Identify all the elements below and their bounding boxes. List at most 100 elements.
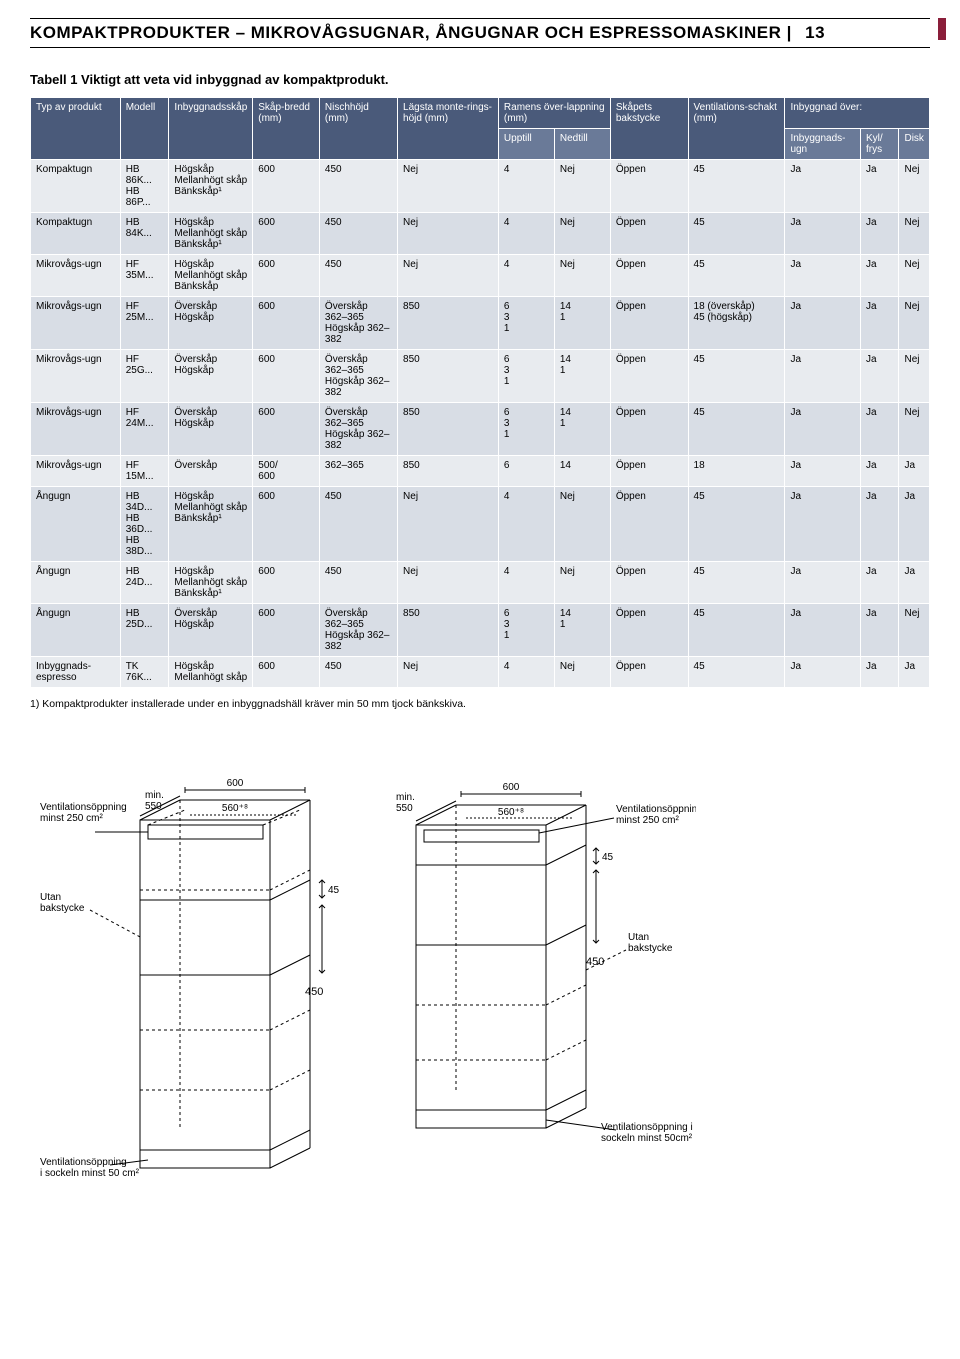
- table-cell: Nej: [554, 213, 610, 255]
- table-cell: Ja: [899, 657, 930, 688]
- d1-vent-bottom: Ventilationsöppningi sockeln minst 50 cm…: [40, 1157, 140, 1179]
- table-head: Typ av produktModellInbyggnadsskåpSkåp-b…: [31, 98, 930, 160]
- table-cell: Öppen: [610, 657, 688, 688]
- table-cell: Ja: [785, 657, 861, 688]
- table-cell: HF 24M...: [120, 403, 169, 456]
- table-cell: Ja: [785, 255, 861, 297]
- table-cell: Nej: [554, 255, 610, 297]
- table-cell: Ja: [899, 562, 930, 604]
- table-cell: 631: [498, 350, 554, 403]
- table-cell: Nej: [398, 487, 499, 562]
- table-cell: 450: [319, 160, 397, 213]
- d2-560: 560⁺⁸: [498, 807, 524, 818]
- table-cell: 600: [253, 403, 320, 456]
- table-cell: Öppen: [610, 487, 688, 562]
- table-cell: HögskåpMellanhögt skåp: [169, 657, 253, 688]
- diagrams-row: Ventilationsöppningminst 250 cm² Utanbak…: [30, 770, 930, 1193]
- table-cell: Ja: [861, 160, 899, 213]
- table-body: KompaktugnHB 86K...HB 86P...HögskåpMella…: [31, 160, 930, 688]
- table-cell: Nej: [554, 487, 610, 562]
- table-cell: 850: [398, 604, 499, 657]
- table-row: Inbyggnads-espressoTK 76K...HögskåpMella…: [31, 657, 930, 688]
- table-cell: 500/600: [253, 456, 320, 487]
- table-cell: Nej: [398, 562, 499, 604]
- table-row: ÅngugnHB 34D...HB 36D...HB 38D...Högskåp…: [31, 487, 930, 562]
- table-cell: TK 76K...: [120, 657, 169, 688]
- table-footnote: 1) Kompaktprodukter installerade under e…: [30, 698, 930, 710]
- table-cell: 14: [554, 456, 610, 487]
- table-cell: Öppen: [610, 403, 688, 456]
- table-cell: 850: [398, 350, 499, 403]
- table-cell: 600: [253, 604, 320, 657]
- d2-450: 450: [586, 956, 604, 968]
- table-cell: Ja: [861, 456, 899, 487]
- d1-45: 45: [328, 885, 340, 896]
- diagram-tall-cabinet: Ventilationsöppningminst 250 cm² Utanbak…: [40, 770, 340, 1193]
- d1-vent-top: Ventilationsöppningminst 250 cm²: [40, 802, 127, 824]
- table-cell: 600: [253, 160, 320, 213]
- table-cell: 45: [688, 657, 785, 688]
- d2-vent-top: Ventilationsöppningminst 250 cm²: [616, 804, 696, 826]
- table-cell: ÖverskåpHögskåp: [169, 604, 253, 657]
- d2-min550: min.550: [396, 792, 415, 814]
- table-cell: 141: [554, 403, 610, 456]
- table-cell: Ja: [785, 562, 861, 604]
- table-cell: Nej: [899, 350, 930, 403]
- table-cell: 6: [498, 456, 554, 487]
- table-cell: 362–365: [319, 456, 397, 487]
- table-cell: 141: [554, 604, 610, 657]
- table-cell: Ja: [861, 213, 899, 255]
- table-cell: Öppen: [610, 350, 688, 403]
- table-cell: Öppen: [610, 456, 688, 487]
- table-cell: HB 25D...: [120, 604, 169, 657]
- table-cell: HF 35M...: [120, 255, 169, 297]
- table-header-cell: Typ av produkt: [31, 98, 121, 160]
- table-cell: 600: [253, 562, 320, 604]
- table-cell: Nej: [554, 562, 610, 604]
- table-cell: 450: [319, 562, 397, 604]
- table-header-cell: Ramens över-lappning (mm): [498, 98, 610, 129]
- table-row: ÅngugnHB 24D...HögskåpMellanhögt skåpBän…: [31, 562, 930, 604]
- table-subheader-cell: Inbyggnads-ugn: [785, 129, 861, 160]
- d2-600: 600: [503, 782, 520, 793]
- table-cell: Ja: [785, 487, 861, 562]
- table-cell: 600: [253, 350, 320, 403]
- table-header-cell: Skåp-bredd (mm): [253, 98, 320, 160]
- table-row: Mikrovågs-ugnHF 25G...ÖverskåpHögskåp600…: [31, 350, 930, 403]
- table-cell: Ja: [785, 160, 861, 213]
- table-cell: HF 15M...: [120, 456, 169, 487]
- table-cell: Öppen: [610, 604, 688, 657]
- d2-45: 45: [602, 852, 614, 863]
- table-cell: 850: [398, 456, 499, 487]
- table-cell: Ja: [785, 213, 861, 255]
- table-cell: 4: [498, 562, 554, 604]
- table-cell: Nej: [899, 213, 930, 255]
- table-cell: Mikrovågs-ugn: [31, 350, 121, 403]
- table-cell: 45: [688, 213, 785, 255]
- table-cell: Ja: [785, 604, 861, 657]
- table-cell: 450: [319, 213, 397, 255]
- table-subheader-cell: Upptill: [498, 129, 554, 160]
- table-cell: Överskåp 362–365Högskåp 362–382: [319, 403, 397, 456]
- table-cell: Nej: [398, 160, 499, 213]
- table-cell: 18 (överskåp)45 (högskåp): [688, 297, 785, 350]
- table-cell: Nej: [899, 255, 930, 297]
- table-cell: Nej: [899, 604, 930, 657]
- header-title: KOMPAKTPRODUKTER – MIKROVÅGSUGNAR, ÅNGUG…: [30, 23, 781, 42]
- table-cell: 631: [498, 297, 554, 350]
- table-cell: Ångugn: [31, 604, 121, 657]
- table-cell: Mikrovågs-ugn: [31, 403, 121, 456]
- table-cell: Nej: [554, 657, 610, 688]
- table-cell: Överskåp 362–365Högskåp 362–382: [319, 604, 397, 657]
- table-cell: Ja: [785, 403, 861, 456]
- table-cell: Mikrovågs-ugn: [31, 255, 121, 297]
- table-cell: 45: [688, 562, 785, 604]
- table-cell: HögskåpMellanhögt skåpBänkskåp: [169, 255, 253, 297]
- table-cell: Öppen: [610, 297, 688, 350]
- table-cell: HögskåpMellanhögt skåpBänkskåp¹: [169, 562, 253, 604]
- table-caption: Tabell 1 Viktigt att veta vid inbyggnad …: [30, 72, 930, 87]
- table-header-cell: Nischhöjd (mm): [319, 98, 397, 160]
- table-cell: HB 84K...: [120, 213, 169, 255]
- table-cell: 631: [498, 604, 554, 657]
- table-cell: 850: [398, 403, 499, 456]
